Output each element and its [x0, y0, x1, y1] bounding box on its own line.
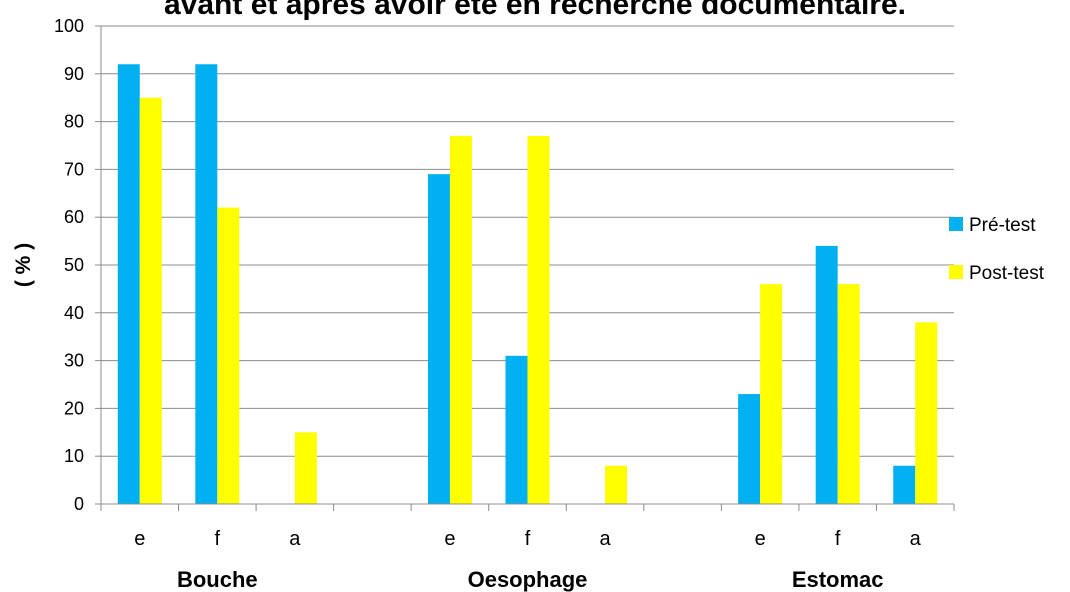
x-tick-label: e [134, 528, 145, 550]
y-tick-label: 80 [64, 112, 84, 132]
bar-pre-test [815, 245, 838, 504]
y-tick-labels: 0 10 20 30 40 50 60 70 80 90 100 [54, 16, 84, 514]
bar-post-test [294, 432, 317, 504]
y-tick-label: 50 [64, 255, 84, 275]
bar-pre-test [117, 64, 140, 505]
bar-pre-test [505, 355, 528, 504]
y-axis-label: ( % ) [12, 243, 35, 287]
group-label: Estomac [792, 567, 884, 592]
bar-post-test [605, 465, 628, 504]
chart-title: avant et après avoir été en recherche do… [164, 0, 906, 21]
x-tick-label: f [215, 528, 221, 550]
y-tick-label: 100 [54, 16, 84, 36]
group-label: Oesophage [468, 567, 588, 592]
legend: Pré-test Post-test [949, 215, 1045, 284]
bar-post-test [217, 207, 240, 504]
legend-label: Pré-test [969, 215, 1036, 236]
group-label: Bouche [177, 567, 258, 592]
y-tick-label: 20 [64, 398, 84, 418]
group-labels: Bouche Oesophage Estomac [177, 567, 884, 592]
x-tick-label: a [289, 528, 301, 550]
bar-pre-test [195, 64, 218, 505]
bar-post-test [527, 135, 550, 504]
y-tick-label: 90 [64, 64, 84, 84]
y-tick-label: 40 [64, 303, 84, 323]
bar-pre-test [893, 465, 916, 504]
bar-post-test [449, 135, 472, 504]
bars [117, 64, 938, 505]
x-tick-label: a [599, 528, 611, 550]
legend-label: Post-test [969, 263, 1045, 284]
legend-swatch [949, 217, 963, 231]
bar-post-test [760, 284, 783, 504]
y-tick-label: 10 [64, 446, 84, 466]
bar-post-test [915, 322, 938, 504]
bar-post-test [139, 97, 162, 504]
x-tick-label: a [910, 528, 922, 550]
y-tick-label: 0 [74, 494, 84, 514]
y-tick-label: 30 [64, 351, 84, 371]
x-tick-label: e [755, 528, 766, 550]
bar-post-test [837, 284, 860, 504]
y-tick-label: 60 [64, 207, 84, 227]
x-tick-label: f [835, 528, 841, 550]
y-tick-label: 70 [64, 159, 84, 179]
x-tick-label: f [525, 528, 531, 550]
x-tick-label: e [444, 528, 455, 550]
bar-pre-test [738, 394, 761, 504]
legend-swatch [949, 265, 963, 279]
axes [95, 25, 955, 511]
bar-pre-test [427, 174, 450, 504]
